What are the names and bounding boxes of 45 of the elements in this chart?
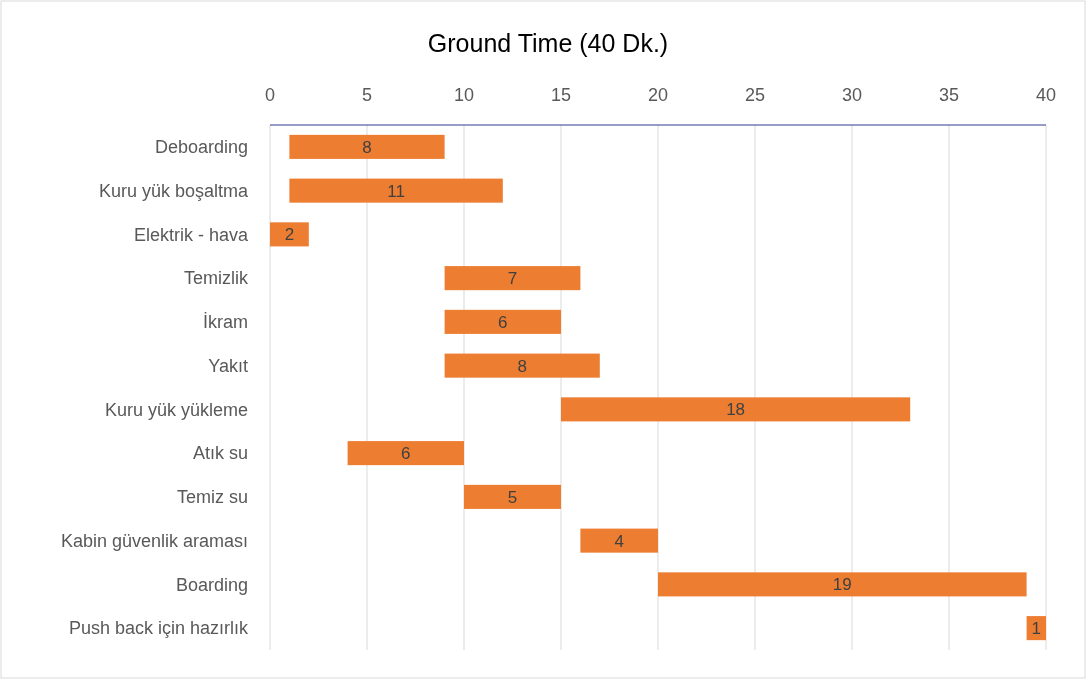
bar [561, 397, 911, 422]
y-tick-label: Atık su [192, 443, 248, 464]
data-label: 18 [726, 400, 746, 420]
data-label: 5 [507, 487, 518, 507]
y-tick-label: Temizlik [183, 268, 249, 289]
chart-title: Ground Time (40 Dk.) [427, 29, 669, 57]
x-tick-label: 30 [841, 85, 863, 105]
data-label: 2 [284, 225, 295, 245]
bar [444, 309, 561, 334]
data-label: 19 [832, 575, 852, 595]
y-tick-label: Yakıt [208, 355, 248, 376]
data-label: 7 [507, 269, 518, 289]
data-label: 8 [517, 356, 527, 376]
bar [658, 572, 1027, 597]
data-label: 11 [387, 181, 405, 201]
data-label: 6 [401, 444, 411, 464]
bar [444, 266, 581, 291]
x-tick-label: 10 [453, 85, 475, 105]
y-tick-label: Deboarding [154, 137, 248, 158]
bar [289, 178, 503, 203]
y-tick-label: Kuru yük boşaltma [98, 180, 249, 201]
data-label: 1 [1031, 619, 1042, 639]
x-tick-label: 15 [550, 85, 572, 105]
y-tick-label: Kabin güvenlik araması [60, 530, 248, 551]
bar [347, 441, 464, 466]
bar [270, 222, 309, 247]
x-tick-label: 40 [1035, 85, 1057, 105]
y-tick-label: Elektrik - hava [133, 224, 249, 245]
y-tick-label: Push back için hazırlık [68, 618, 249, 639]
data-label: 6 [498, 312, 508, 332]
y-tick-label: İkram [203, 312, 248, 333]
y-tick-label: Boarding [175, 574, 248, 595]
x-tick-label: 0 [264, 85, 276, 105]
bar [289, 134, 445, 159]
y-tick-label: Temiz su [176, 487, 248, 508]
x-tick-label: 5 [361, 85, 373, 105]
bar [444, 353, 600, 378]
x-tick-label: 35 [938, 85, 960, 105]
x-tick-label: 20 [647, 85, 669, 105]
data-label: 4 [614, 531, 624, 551]
data-label: 8 [362, 137, 372, 157]
bar [580, 528, 658, 553]
y-tick-label: Kuru yük yükleme [104, 399, 248, 420]
bar [464, 484, 561, 509]
x-tick-label: 25 [744, 85, 766, 105]
